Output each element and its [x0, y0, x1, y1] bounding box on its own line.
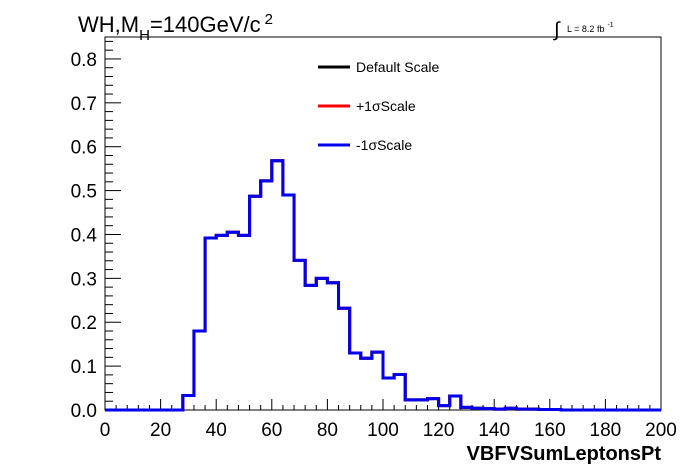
axis-tick-labels: 0 20 40 60 80 100 120 140 160 180 200 0.0 0.1 0.2 0.3 0…: [71, 50, 677, 441]
x-tick-label: 80: [317, 420, 338, 441]
x-tick-label: 40: [206, 420, 227, 441]
x-tick-label: 20: [150, 420, 171, 441]
x-tick-label: 140: [478, 420, 510, 441]
legend-label: Default Scale: [356, 59, 439, 75]
series-line-2: [105, 159, 661, 412]
x-tick-label: 120: [423, 420, 455, 441]
y-tick-label: 0.4: [71, 225, 98, 246]
x-axis-label: VBFVSumLeptonsPt: [467, 443, 662, 465]
x-tick-label: 0: [100, 420, 111, 441]
title-rest: =140GeV/c: [150, 12, 261, 37]
title-superscript: 2: [265, 11, 273, 28]
lumi-text: L = 8.2 fb: [567, 24, 604, 34]
y-tick-label: 0.0: [71, 401, 97, 422]
title-main: WH,M: [78, 12, 139, 37]
y-tick-label: 0.2: [71, 313, 97, 334]
x-tick-label: 160: [534, 420, 566, 441]
y-tick-label: 0.6: [71, 138, 97, 159]
y-tick-label: 0.1: [71, 357, 97, 378]
legend: Default Scale +1σScale -1σScale: [318, 59, 439, 153]
x-tick-label: 180: [590, 420, 622, 441]
lumi-label: L = 8.2 fb -1: [567, 22, 614, 34]
y-tick-label: 0.8: [71, 50, 97, 71]
legend-label: +1σScale: [356, 98, 416, 114]
x-tick-label: 200: [645, 420, 677, 441]
y-tick-label: 0.7: [71, 94, 97, 115]
series-lines: [105, 159, 661, 412]
chart-title: WH,MH=140GeV/c 2: [78, 11, 273, 44]
y-tick-label: 0.3: [71, 269, 97, 290]
y-tick-label: 0.5: [71, 182, 97, 203]
x-tick-label: 60: [261, 420, 282, 441]
legend-label: -1σScale: [356, 137, 412, 153]
x-tick-label: 100: [367, 420, 399, 441]
lumi-integral: ∫: [553, 19, 561, 41]
lumi-superscript: -1: [607, 22, 613, 29]
title-subscript: H: [139, 27, 150, 44]
